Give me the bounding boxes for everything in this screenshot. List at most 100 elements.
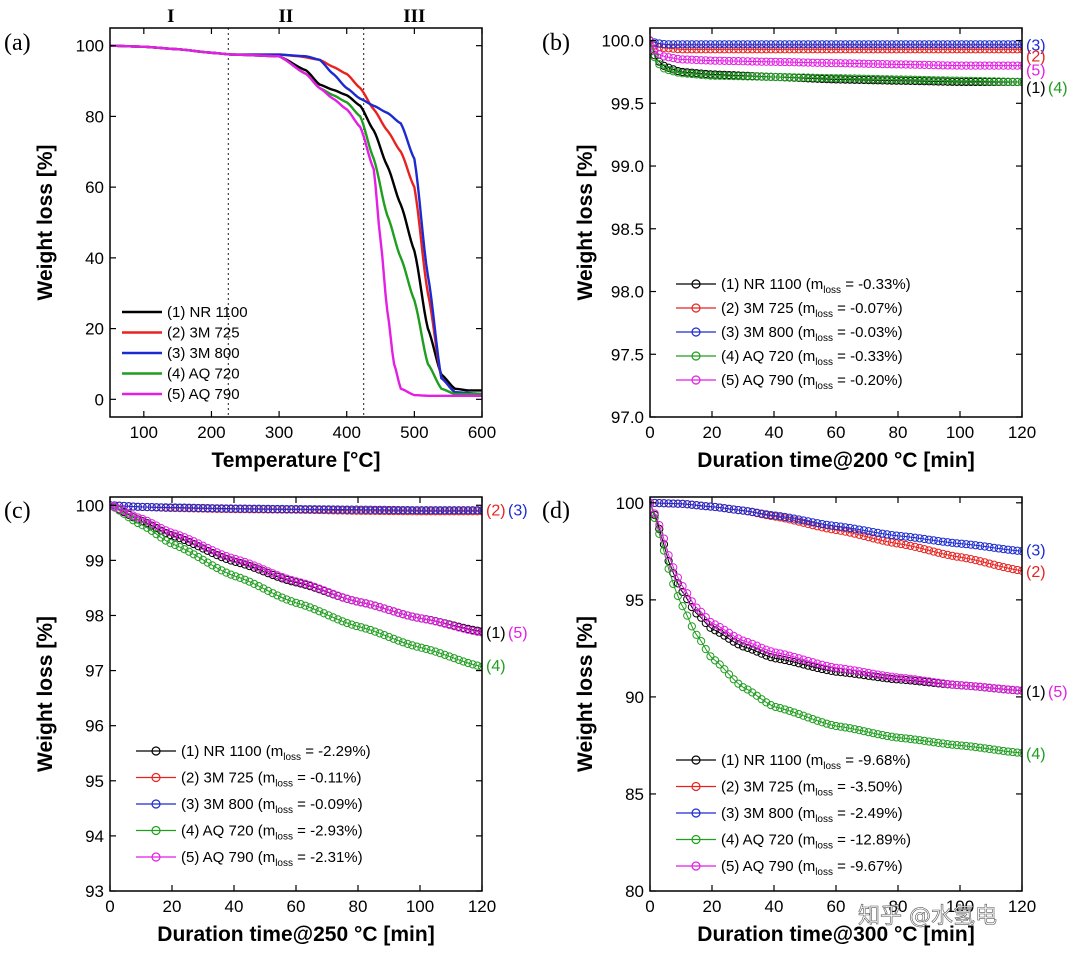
data-point (473, 627, 482, 636)
data-point (687, 69, 696, 79)
data-point (1003, 564, 1013, 573)
y-tick-label: 90 (625, 688, 644, 707)
data-point (966, 61, 975, 70)
data-point (333, 615, 342, 624)
data-point (245, 504, 254, 513)
data-point (389, 607, 398, 616)
data-point (697, 45, 706, 54)
data-point (957, 76, 966, 85)
data-point (273, 571, 282, 580)
data-point (915, 736, 924, 745)
data-point (980, 744, 989, 753)
data-point (794, 654, 803, 663)
data-point (250, 504, 259, 513)
data-point (729, 71, 738, 81)
data-point (813, 45, 822, 54)
data-point (776, 655, 785, 664)
series-end-label: (1) (1026, 684, 1046, 701)
data-point (971, 40, 980, 49)
data-point (729, 45, 738, 54)
data-point (915, 45, 924, 54)
data-point (845, 59, 855, 68)
data-point (692, 55, 701, 65)
data-point (715, 660, 724, 669)
data-point (1008, 61, 1017, 70)
data-point (957, 45, 966, 54)
data-point (864, 527, 873, 536)
data-point (915, 543, 924, 553)
data-point (966, 742, 975, 751)
data-point (426, 506, 435, 515)
data-point (966, 40, 975, 49)
data-point (440, 650, 449, 659)
data-point (859, 45, 869, 54)
data-point (771, 45, 780, 54)
data-point (166, 530, 175, 540)
data-point (943, 550, 952, 559)
data-point (724, 40, 734, 49)
data-point (669, 44, 678, 53)
legend-entry: (5) AQ 790 (mloss = -9.67%) (721, 858, 903, 878)
series-line (110, 504, 482, 632)
data-point (794, 40, 803, 49)
data-point (976, 61, 985, 70)
x-tick-label: 80 (889, 423, 908, 442)
data-point (310, 505, 319, 514)
series-end-label: (4) (486, 658, 506, 675)
y-axis-title: Weight loss [%] (34, 145, 57, 301)
data-point (673, 579, 683, 588)
data-point (240, 560, 249, 569)
data-point (240, 575, 249, 584)
data-point (841, 59, 850, 68)
data-point (990, 560, 999, 569)
data-point (910, 533, 920, 542)
data-point (361, 505, 370, 514)
data-point (766, 45, 776, 54)
data-point (915, 75, 924, 84)
x-tick-label: 120 (1008, 897, 1036, 916)
data-point (1003, 685, 1013, 694)
data-point (1017, 566, 1022, 575)
data-point (780, 655, 789, 665)
data-point (804, 45, 813, 54)
x-tick-label: 0 (105, 897, 114, 916)
data-point (771, 72, 780, 82)
data-point (841, 664, 850, 674)
series-line (650, 40, 1022, 45)
data-point (692, 630, 701, 639)
series-line (110, 504, 482, 634)
data-point (790, 708, 799, 717)
data-point (892, 733, 901, 742)
data-point (976, 682, 985, 691)
y-tick-label: 100 (616, 494, 644, 513)
legend-entry: (5) AQ 790 (167, 386, 240, 403)
data-point (426, 616, 435, 625)
y-tick-label: 100 (76, 496, 104, 515)
data-point (361, 599, 370, 608)
data-point (231, 504, 240, 513)
legend: (1) NR 1100 (mloss = -9.68%) (2) 3M 725 (… (676, 752, 911, 878)
data-point (678, 40, 687, 49)
data-point (869, 45, 878, 54)
data-point (859, 40, 869, 49)
data-point (1008, 77, 1017, 86)
data-point (943, 679, 952, 689)
legend-entry: (5) AQ 790 (mloss = -0.20%) (721, 372, 903, 392)
legend-entry: (3) 3M 800 (mloss = -0.09%) (181, 796, 363, 816)
data-point (352, 505, 361, 514)
data-point (711, 71, 720, 80)
data-point (673, 591, 683, 601)
data-point (920, 736, 929, 745)
data-point (901, 45, 910, 54)
data-point (431, 506, 440, 515)
data-point (729, 505, 738, 514)
data-point (910, 45, 920, 54)
data-point (715, 45, 724, 54)
data-point (1008, 747, 1017, 757)
data-point (706, 45, 715, 54)
data-point (231, 572, 240, 581)
data-point (822, 661, 831, 671)
data-point (231, 555, 240, 564)
data-point (794, 58, 803, 67)
data-point (282, 595, 291, 604)
